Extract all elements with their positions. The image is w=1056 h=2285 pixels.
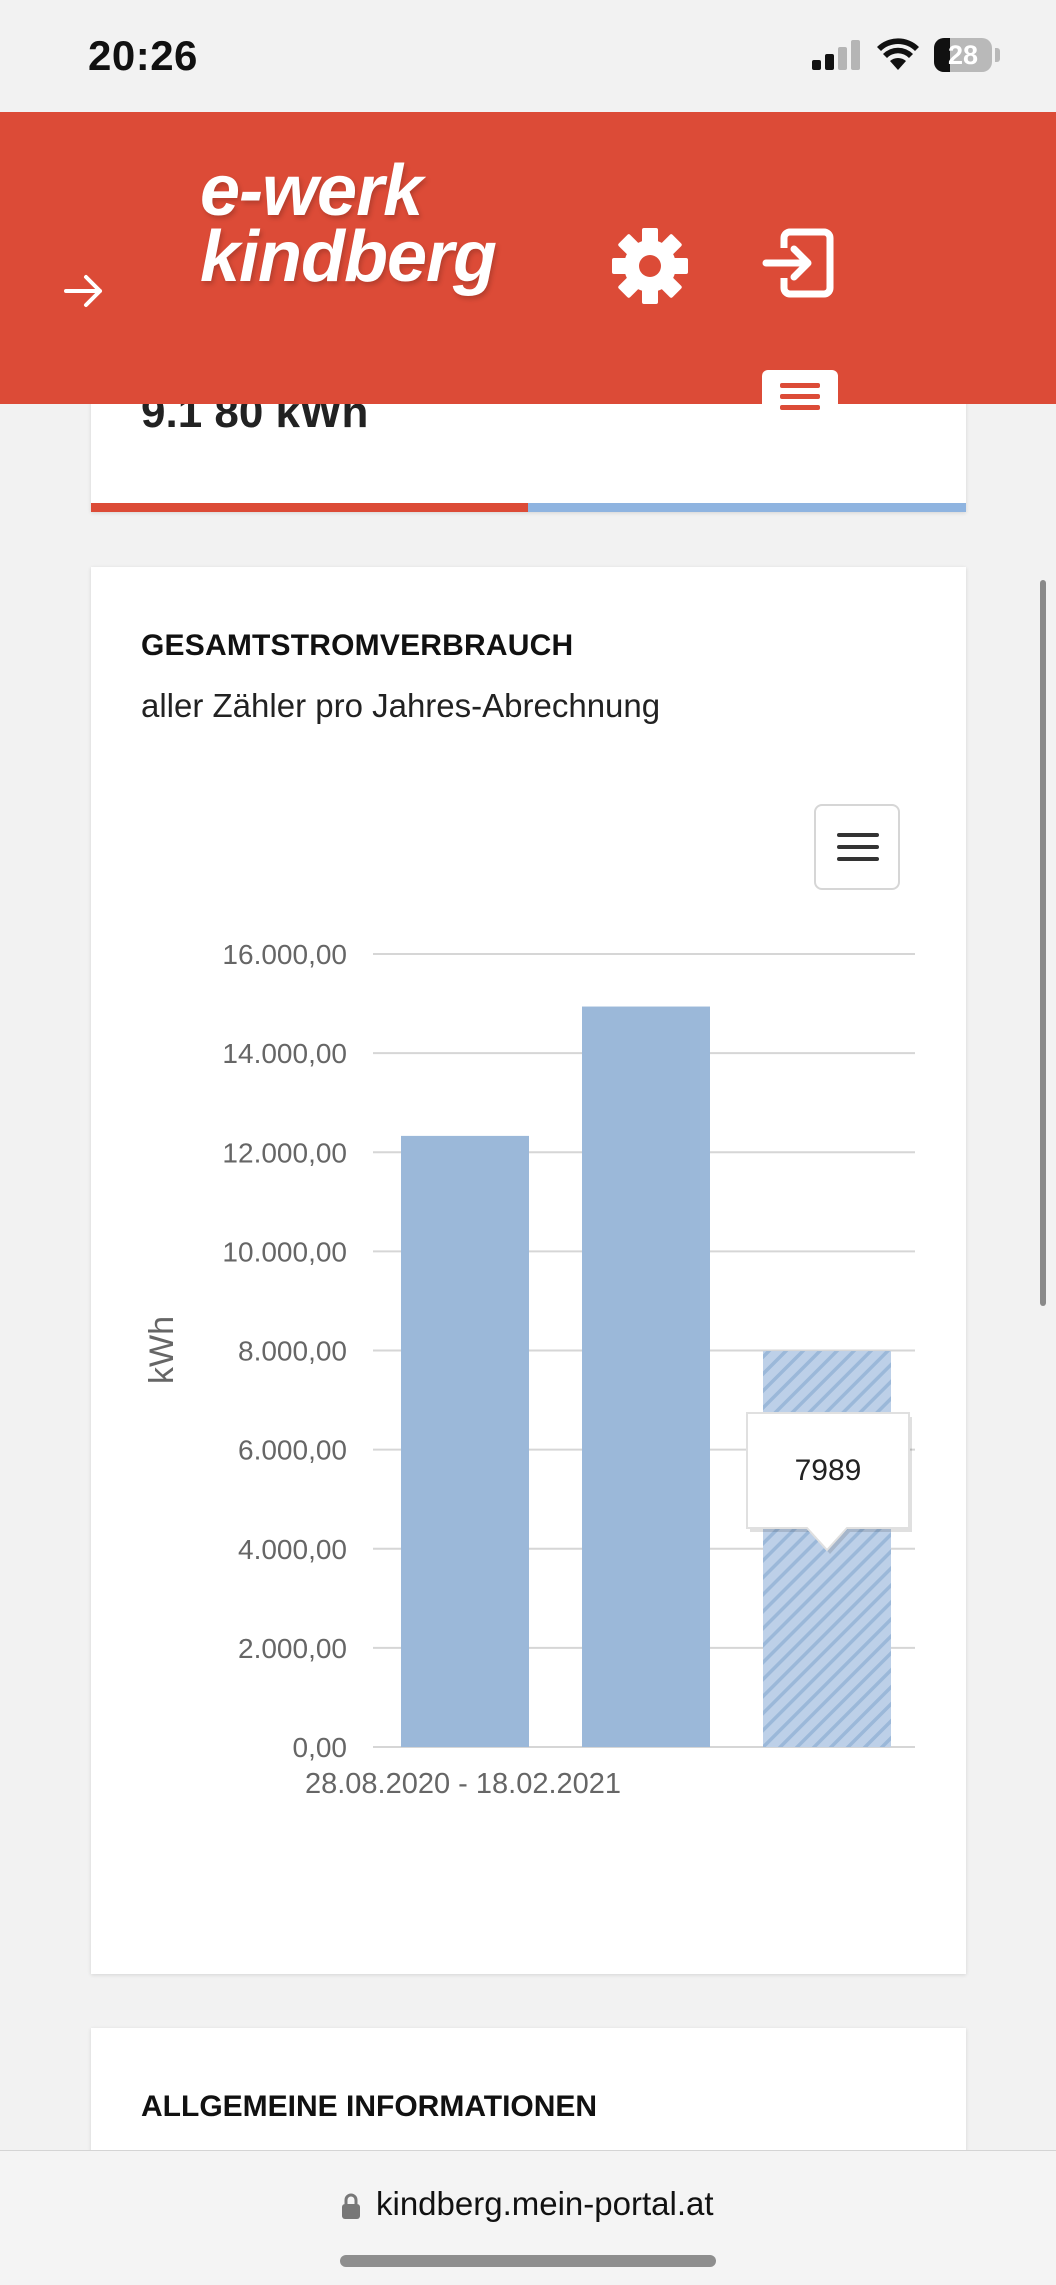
y-tick-label: 6.000,00 <box>238 1435 347 1466</box>
scrollbar[interactable] <box>1040 580 1046 1306</box>
y-axis-label: kWh <box>143 1316 181 1384</box>
chart-bar[interactable] <box>401 1135 529 1747</box>
battery-nub <box>995 48 1000 62</box>
total-consumption-card: GESAMTSTROMVERBRAUCH aller Zähler pro Ja… <box>91 567 966 1974</box>
battery-icon: 28 <box>934 38 992 72</box>
y-tick-label: 16.000,00 <box>222 939 347 970</box>
y-tick-label: 14.000,00 <box>222 1038 347 1069</box>
x-tick-label: 28.08.2020 - 18.02.2021 <box>305 1768 621 1800</box>
logout-icon[interactable] <box>762 226 836 300</box>
brand-logo[interactable]: e-werk kindberg <box>200 151 497 297</box>
app-header <box>0 112 1056 404</box>
chart-title: GESAMTSTROMVERBRAUCH <box>141 629 574 662</box>
info-title: ALLGEMEINE INFORMATIONEN <box>141 2090 598 2123</box>
gear-icon[interactable] <box>610 226 690 306</box>
browser-url-bar[interactable]: kindberg.mein-portal.at <box>0 2150 1056 2285</box>
tooltip-value: 7989 <box>795 1454 862 1487</box>
y-tick-label: 10.000,00 <box>222 1236 347 1267</box>
y-tick-label: 8.000,00 <box>238 1336 347 1367</box>
battery-level: 28 <box>947 40 979 70</box>
url-text: kindberg.mein-portal.at <box>376 2185 714 2222</box>
chart-bar[interactable] <box>582 1006 710 1747</box>
y-tick-label: 4.000,00 <box>238 1534 347 1565</box>
brand-line-2: kindberg <box>200 217 497 297</box>
summary-bar-red <box>91 503 528 512</box>
arrow-right-icon[interactable] <box>58 265 110 317</box>
hamburger-icon[interactable] <box>762 370 838 418</box>
chart-tooltip: 7989 <box>746 1412 912 1554</box>
wifi-icon <box>877 38 919 70</box>
consumption-bar-chart: 0,00 2.000,00 4.000,00 6.000,00 8.000,00 10.0… <box>143 939 915 1800</box>
signal-icon <box>812 40 860 70</box>
lock-icon <box>342 2193 360 2219</box>
home-indicator[interactable] <box>340 2255 716 2267</box>
y-tick-label: 12.000,00 <box>222 1137 347 1168</box>
summary-bar-blue <box>528 503 966 512</box>
status-time: 20:26 <box>88 32 198 79</box>
y-tick-label: 0,00 <box>293 1732 348 1763</box>
chart-subtitle: aller Zähler pro Jahres-Abrechnung <box>141 687 661 724</box>
brand-line-1: e-werk <box>200 151 423 231</box>
y-tick-label: 2.000,00 <box>238 1633 347 1664</box>
status-bar: 20:26 28 <box>0 0 1056 112</box>
chart-menu-button[interactable] <box>814 804 900 890</box>
